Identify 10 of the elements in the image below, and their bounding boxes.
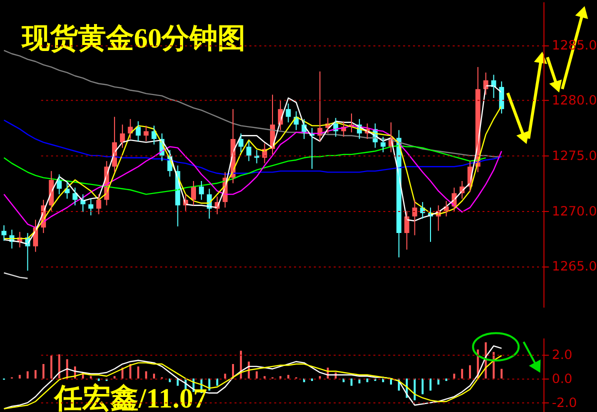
y-tick-label: 1275.0: [552, 149, 597, 164]
y-tick-label: 2.0: [552, 348, 572, 363]
y-tick-label: 1270.0: [552, 204, 597, 220]
y-tick-label: -2.0: [552, 396, 578, 412]
y-tick-label: 1280.0: [552, 94, 597, 109]
annotation: 任宏鑫/11.07: [54, 382, 208, 412]
text: 现货黄金60分钟图: [20, 23, 246, 54]
line-series: [3, 120, 502, 175]
y-tick-label: 0.0: [552, 372, 572, 387]
y-tick-label: 1265.0: [552, 260, 597, 275]
